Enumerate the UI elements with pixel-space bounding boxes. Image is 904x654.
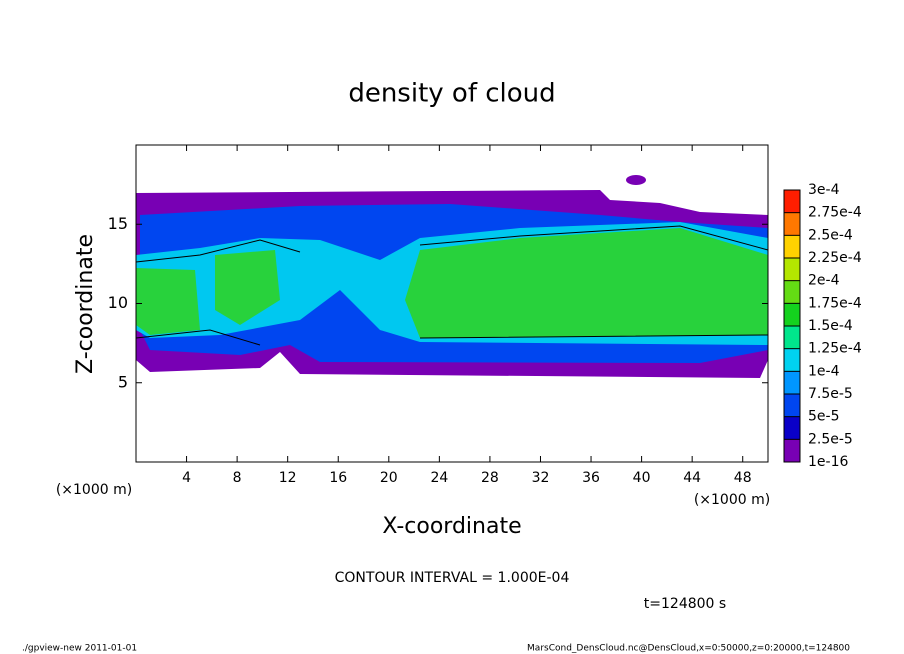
colorbar-label: 2.25e-4	[808, 250, 862, 266]
colorbar-box	[784, 371, 800, 394]
colorbar-label: 7.5e-5	[808, 386, 853, 402]
x-tick-label: 32	[532, 470, 550, 486]
colorbar-label: 2e-4	[808, 273, 840, 289]
colorbar-box	[784, 235, 800, 258]
colorbar-box	[784, 280, 800, 304]
colorbar-box	[784, 439, 800, 462]
x-axis-label: X-coordinate	[382, 514, 521, 539]
colorbar-label: 2.5e-5	[808, 431, 853, 447]
colorbar-label: 5e-5	[808, 409, 839, 425]
footer-left: ./gpview-new 2011-01-01	[22, 644, 137, 654]
y-tick-label: 5	[118, 372, 128, 391]
colorbar-label: 2.75e-4	[808, 205, 862, 221]
colorbar-box	[784, 394, 800, 417]
colorbar-box	[784, 190, 800, 213]
x-tick-label: 36	[582, 470, 600, 486]
field-green	[136, 228, 768, 338]
x-tick-label: 44	[683, 470, 701, 486]
colorbar-box	[784, 258, 800, 281]
x-tick-label: 20	[380, 470, 398, 486]
x-unit-label: (×1000 m)	[56, 482, 132, 498]
colorbar-box	[784, 326, 800, 349]
y-tick-label: 15	[108, 214, 128, 233]
contour-interval: CONTOUR INTERVAL = 1.000E-04	[335, 570, 570, 586]
colorbar-box	[784, 416, 800, 440]
x-tick-label: 4	[182, 470, 191, 486]
y-axis-label: Z-coordinate	[73, 234, 98, 374]
time-label: t=124800 s	[644, 596, 726, 612]
colorbar-label: 2.5e-4	[808, 227, 853, 243]
colorbar-box	[784, 303, 800, 326]
x-tick-label: 28	[481, 470, 499, 486]
colorbar-label: 1e-16	[808, 454, 848, 470]
field-patch	[626, 175, 646, 185]
x-tick-label: 40	[633, 470, 651, 486]
colorbar-label: 1e-4	[808, 363, 840, 379]
x-tick-label: 48	[734, 470, 752, 486]
colorbar-label: 1.75e-4	[808, 295, 862, 311]
y-tick-label: 10	[108, 293, 128, 312]
colorbar-label: 1.5e-4	[808, 318, 853, 334]
field	[135, 175, 769, 378]
colorbar-box	[784, 348, 800, 372]
field-contour	[135, 225, 769, 346]
footer-right: MarsCond_DensCloud.nc@DensCloud,x=0:5000…	[527, 644, 850, 654]
colorbar-label: 1.25e-4	[808, 341, 862, 357]
x-tick-label: 16	[329, 470, 347, 486]
x-tick-label: 12	[279, 470, 297, 486]
colorbar-box	[784, 212, 800, 236]
x-unit-label: (×1000 m)	[694, 492, 770, 508]
colorbar-label: 3e-4	[808, 182, 840, 198]
x-tick-label: 8	[233, 470, 242, 486]
x-tick-label: 24	[430, 470, 448, 486]
chart-title: density of cloud	[348, 79, 555, 109]
